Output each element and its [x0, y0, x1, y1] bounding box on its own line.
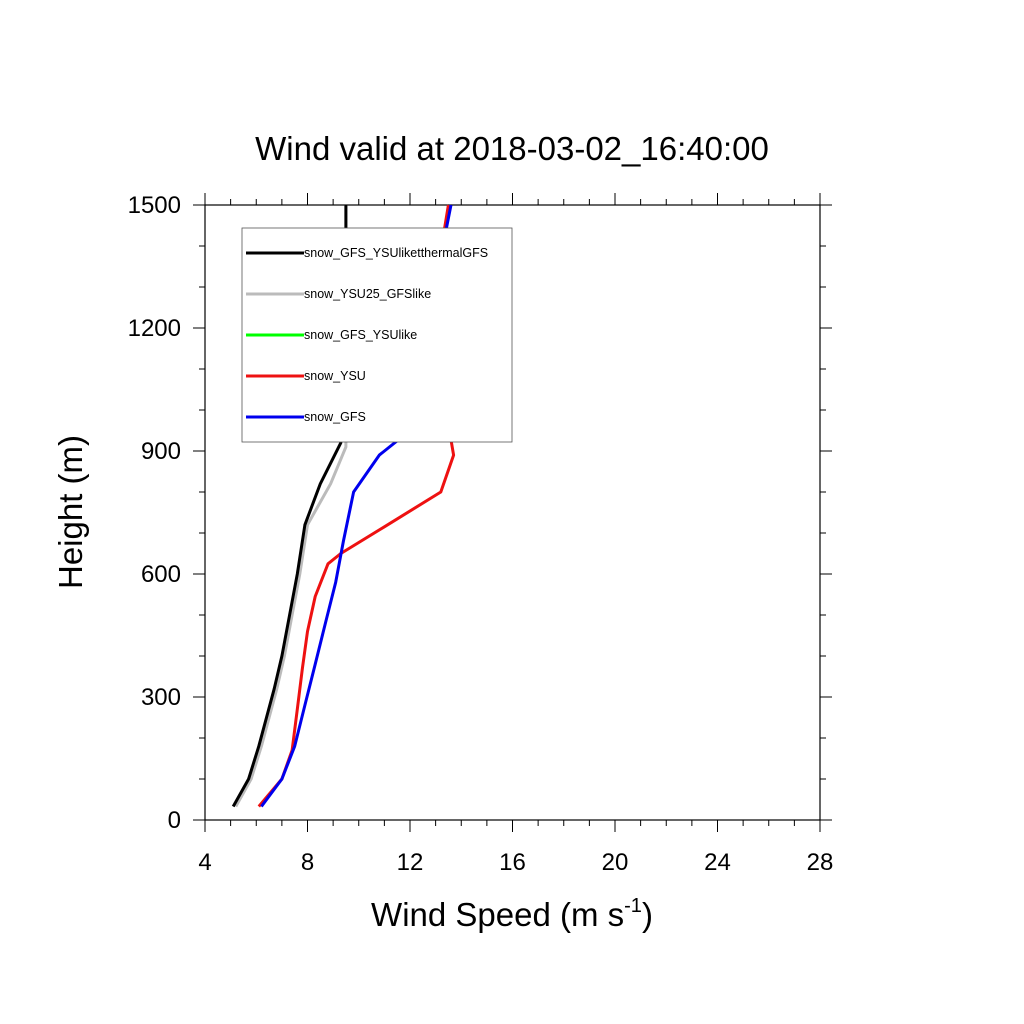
legend-label: snow_GFS [304, 410, 366, 424]
x-tick-label: 4 [198, 849, 211, 876]
x-tick-label: 8 [301, 849, 314, 876]
x-axis-label-superscript: -1 [624, 895, 642, 917]
y-axis-label: Height (m) [52, 435, 89, 589]
legend-label: snow_GFS_YSUliketthermalGFS [304, 246, 488, 260]
x-tick-label: 12 [397, 849, 424, 876]
legend-label: snow_YSU25_GFSlike [304, 287, 431, 301]
y-tick-label: 1200 [128, 315, 181, 342]
y-tick-label: 0 [168, 807, 181, 834]
y-tick-label: 1500 [128, 192, 181, 219]
legend: snow_GFS_YSUliketthermalGFS snow_YSU25_GF… [241, 227, 513, 443]
legend-label: snow_GFS_YSUlike [304, 328, 417, 342]
axis-ticks: 4 8 12 16 20 24 28 0 300 600 900 1200 1500 [128, 192, 834, 876]
x-tick-label: 16 [499, 849, 526, 876]
x-axis-label-main: Wind Speed (m s [371, 896, 624, 933]
x-tick-label: 20 [602, 849, 629, 876]
chart-title: Wind valid at 2018-03-02_16:40:00 [255, 130, 769, 167]
x-axis-label: Wind Speed (m s-1) [371, 895, 653, 933]
legend-label: snow_YSU [304, 369, 366, 383]
y-tick-label: 900 [141, 438, 181, 465]
x-tick-label: 24 [704, 849, 731, 876]
x-axis-label-suffix: ) [642, 896, 653, 933]
y-tick-label: 600 [141, 561, 181, 588]
y-tick-label: 300 [141, 684, 181, 711]
x-tick-label: 28 [807, 849, 834, 876]
